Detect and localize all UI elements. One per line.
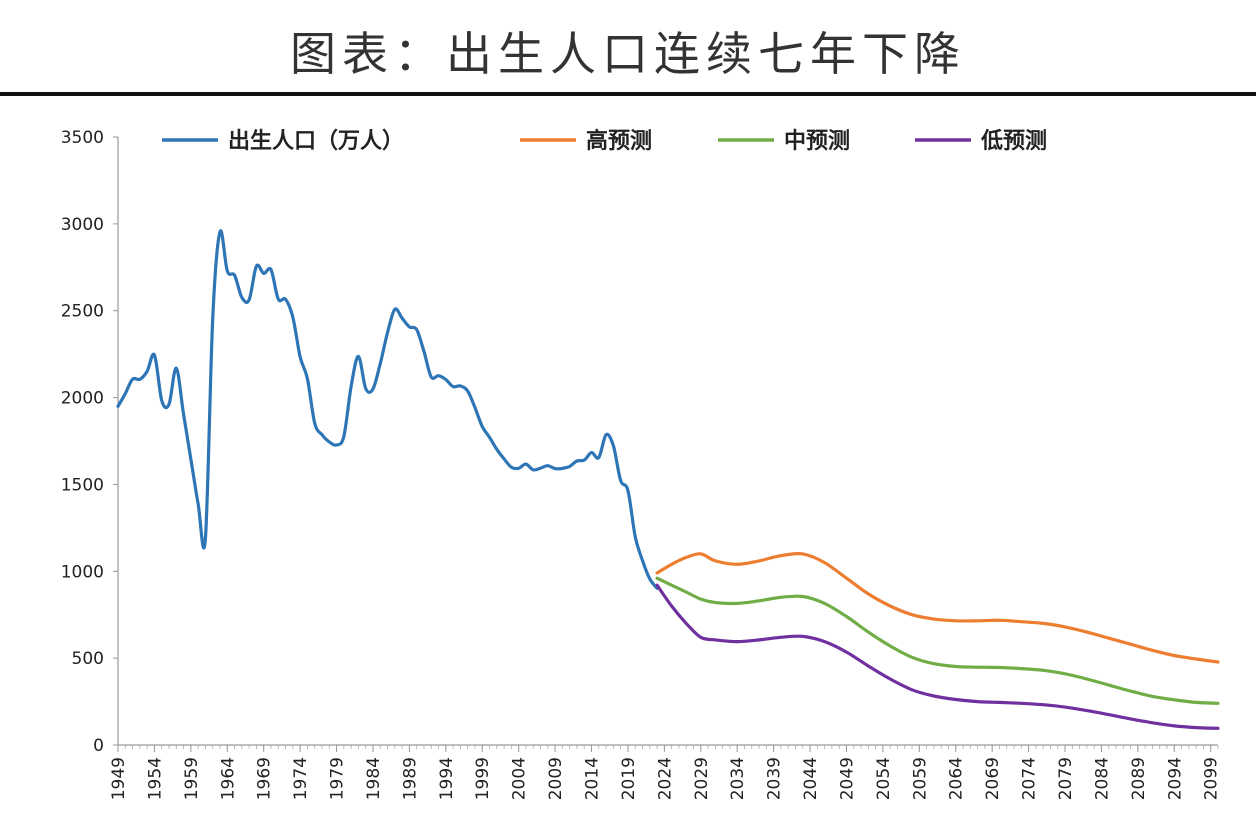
x-tick-label: 2084 xyxy=(1092,757,1112,800)
legend-label-0: 出生人口（万人） xyxy=(228,129,404,154)
x-tick-label: 2004 xyxy=(510,757,530,800)
x-tick-label: 2064 xyxy=(947,757,967,800)
legend-label-3: 低预测 xyxy=(980,129,1047,154)
x-tick-label: 2099 xyxy=(1202,757,1222,800)
x-tick-label: 2029 xyxy=(692,757,712,800)
x-tick-label: 1974 xyxy=(291,757,311,800)
x-tick-label: 2044 xyxy=(801,757,821,800)
x-tick-label: 1979 xyxy=(328,757,348,800)
x-tick-label: 1949 xyxy=(109,757,129,800)
y-tick-label: 0 xyxy=(93,736,104,756)
x-tick-label: 1959 xyxy=(182,757,202,800)
x-axis: 1949 1954 1959 1964 1969 1974 1979 1984 1989 1994… xyxy=(109,744,1222,800)
plot-area xyxy=(116,229,1220,730)
x-tick-label: 1994 xyxy=(437,757,457,800)
x-tick-label: 2079 xyxy=(1056,757,1076,800)
x-tick-label: 2054 xyxy=(874,757,894,800)
line-chart: 出生人口（万人） 高预测 中预测 低预测 0 500 1000 1500 2000 2500 30… xyxy=(61,128,1222,800)
y-tick-label: 1500 xyxy=(61,475,104,495)
x-tick-label: 1969 xyxy=(255,757,275,800)
series-line-1 xyxy=(655,551,1220,664)
x-tick-label: 1999 xyxy=(473,757,493,800)
x-tick-label: 1964 xyxy=(218,757,238,800)
y-tick-label: 3500 xyxy=(61,128,104,148)
x-tick-label: 2089 xyxy=(1129,757,1149,800)
title-rule xyxy=(0,92,1256,96)
x-tick-label: 2069 xyxy=(983,757,1003,800)
x-tick-label: 2049 xyxy=(837,757,857,800)
x-tick-label: 2019 xyxy=(619,757,639,800)
y-axis: 0 500 1000 1500 2000 2500 3000 3500 xyxy=(61,128,119,756)
x-tick-label: 2074 xyxy=(1020,757,1040,800)
legend-label-1: 高预测 xyxy=(586,128,652,154)
x-tick-label: 2024 xyxy=(655,757,675,800)
x-tick-label: 1984 xyxy=(364,757,384,800)
x-tick-label: 1954 xyxy=(145,757,165,800)
x-tick-label: 2014 xyxy=(583,757,603,800)
x-tick-label: 2059 xyxy=(910,757,930,800)
legend: 出生人口（万人） 高预测 中预测 低预测 xyxy=(162,128,1047,154)
x-tick-label: 2009 xyxy=(546,757,566,800)
series-line-2 xyxy=(655,576,1220,705)
legend-label-2: 中预测 xyxy=(784,129,850,154)
x-tick-label: 2034 xyxy=(728,757,748,800)
y-tick-label: 3000 xyxy=(61,215,104,235)
y-tick-label: 500 xyxy=(72,649,104,669)
y-tick-label: 1000 xyxy=(61,562,104,582)
x-tick-label: 2094 xyxy=(1165,757,1185,800)
x-tick-label: 2039 xyxy=(765,757,785,800)
y-tick-label: 2500 xyxy=(61,302,104,322)
y-tick-label: 2000 xyxy=(61,389,104,409)
series-line-3 xyxy=(655,583,1220,730)
x-tick-label: 1989 xyxy=(400,757,420,800)
page-title: 图表：出生人口连续七年下降 xyxy=(290,27,966,81)
series-line-0 xyxy=(116,229,659,590)
